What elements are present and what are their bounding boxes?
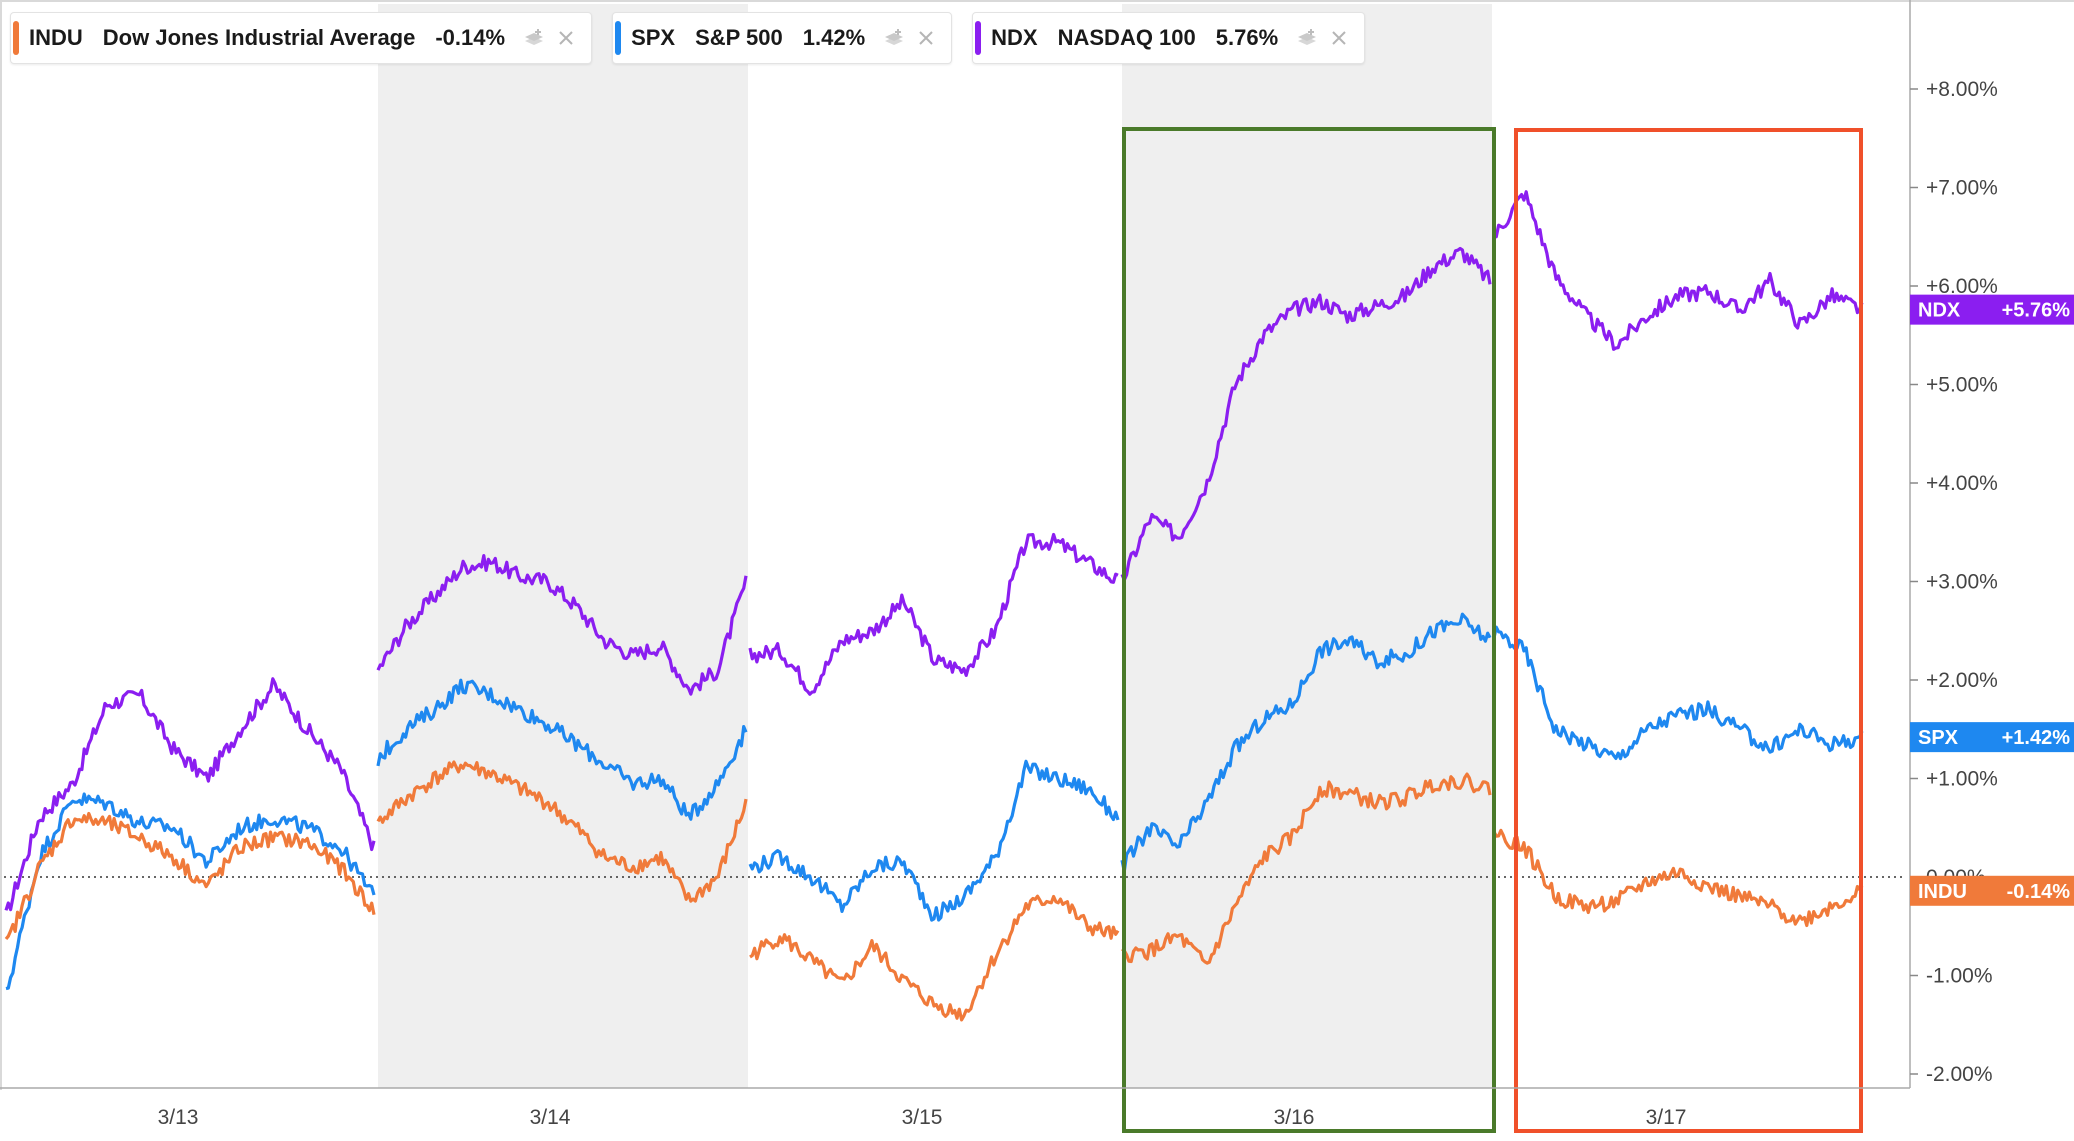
legend-chip-spx[interactable]: SPX S&P 500 1.42% xyxy=(612,12,953,64)
x-tick-label: 3/13 xyxy=(158,1106,199,1129)
legend-swatch xyxy=(615,21,622,55)
value-tag-value: +5.76% xyxy=(2002,300,2071,322)
close-icon[interactable] xyxy=(1330,29,1348,47)
y-tick-label: +4.00% xyxy=(1926,472,1998,495)
y-tick-label: -1.00% xyxy=(1926,965,1993,988)
layers-icon[interactable] xyxy=(883,27,905,49)
value-tag-box xyxy=(1910,875,2074,906)
value-tag-symbol: INDU xyxy=(1918,881,1967,903)
legend-chip-indu[interactable]: INDU Dow Jones Industrial Average -0.14% xyxy=(10,12,593,64)
legend-symbol: SPX xyxy=(631,25,676,50)
series-line-spx xyxy=(5,792,376,991)
y-tick-label: +7.00% xyxy=(1926,177,1998,200)
series-line-ndx xyxy=(748,532,1119,696)
highlight-box xyxy=(1514,128,1863,1133)
value-tag-symbol: NDX xyxy=(1918,300,1961,322)
legend-chip-ndx[interactable]: NDX NASDAQ 100 5.76% xyxy=(972,12,1366,64)
y-tick-label: +8.00% xyxy=(1926,78,1998,101)
y-tick-label: -2.00% xyxy=(1926,1063,1993,1086)
series-line-indu xyxy=(1121,772,1492,965)
series-line-spx xyxy=(376,678,748,821)
legend-swatch xyxy=(13,21,19,55)
series-line-ndx xyxy=(1120,246,1492,582)
legend-symbol: NDX xyxy=(991,25,1038,50)
legend-symbol: INDU xyxy=(29,25,83,50)
x-tick-label: 3/15 xyxy=(902,1106,943,1129)
y-tick-label: +5.00% xyxy=(1926,374,1998,397)
value-tag-ndx: NDX +5.76% xyxy=(1910,294,2074,325)
x-tick-label: 3/17 xyxy=(1646,1106,1687,1129)
legend-change: 1.42% xyxy=(802,25,866,50)
series-line-indu xyxy=(376,760,748,903)
y-tick-label: +3.00% xyxy=(1926,571,1998,594)
y-tick-label: +6.00% xyxy=(1926,275,1998,298)
legend-swatch xyxy=(975,21,982,55)
series-line-spx xyxy=(748,759,1120,922)
value-tags: NDX +5.76% SPX +1.42% INDU -0.14% xyxy=(1910,294,2074,906)
y-tick-label: +1.00% xyxy=(1926,768,1998,791)
value-tag-box xyxy=(1910,722,2074,753)
day-band xyxy=(1122,4,1492,1088)
value-tag-value: -0.14% xyxy=(2007,881,2071,903)
x-tick-label: 3/14 xyxy=(530,1106,571,1129)
series-line-ndx xyxy=(1493,190,1864,351)
series-line-spx xyxy=(1120,612,1492,873)
series-line-indu xyxy=(749,894,1120,1022)
highlight-boxes xyxy=(1122,127,1863,1133)
series-line-indu xyxy=(1492,828,1864,928)
series-line-spx xyxy=(1492,625,1864,761)
value-tag-value: +1.42% xyxy=(2002,727,2071,749)
layers-icon[interactable] xyxy=(523,27,545,49)
close-icon[interactable] xyxy=(917,29,935,47)
legend-name: NASDAQ 100 xyxy=(1057,25,1196,50)
day-bands xyxy=(378,4,1492,1088)
highlight-box xyxy=(1122,127,1496,1133)
series-line-ndx xyxy=(4,677,376,912)
legend-name: S&P 500 xyxy=(695,25,783,50)
series-line-ndx xyxy=(376,554,748,696)
series-line-indu xyxy=(4,811,376,941)
legend-name: Dow Jones Industrial Average xyxy=(102,25,416,50)
day-band xyxy=(378,4,748,1088)
layers-icon[interactable] xyxy=(1296,27,1318,49)
legend: INDU Dow Jones Industrial Average -0.14%… xyxy=(10,12,1366,64)
value-tag-spx: SPX +1.42% xyxy=(1910,722,2074,753)
y-tick-label: +2.00% xyxy=(1926,669,1998,692)
legend-change: 5.76% xyxy=(1215,25,1279,50)
value-tag-symbol: SPX xyxy=(1918,727,1959,749)
value-tag-box xyxy=(1910,294,2074,325)
legend-change: -0.14% xyxy=(435,25,506,50)
series-lines xyxy=(4,190,1864,1022)
value-tag-indu: INDU -0.14% xyxy=(1910,875,2074,906)
x-tick-label: 3/16 xyxy=(1274,1106,1315,1129)
close-icon[interactable] xyxy=(557,29,575,47)
